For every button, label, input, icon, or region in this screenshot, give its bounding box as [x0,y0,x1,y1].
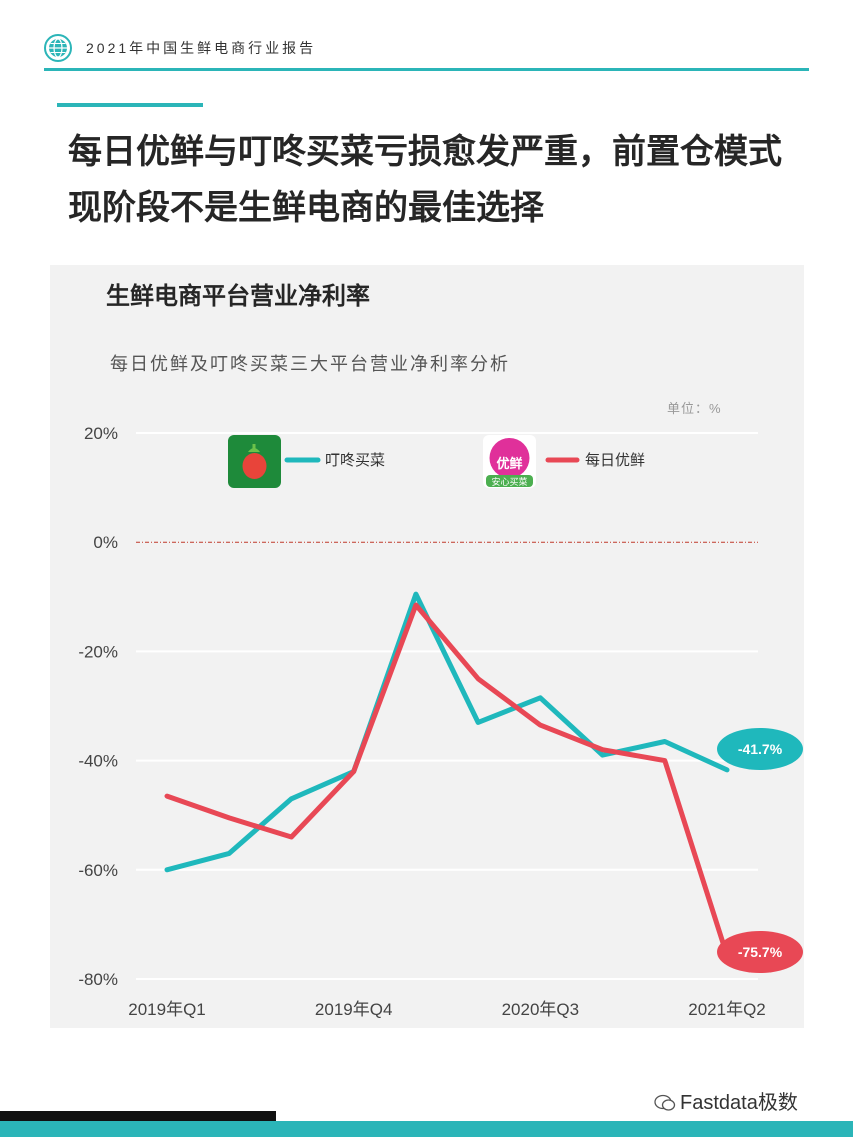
data-point [291,798,292,799]
wechat-icon [654,1094,676,1112]
data-point [664,741,665,742]
footer-teal-bar [0,1121,853,1137]
data-point [602,749,603,750]
series-lines [167,594,728,956]
watermark: Fastdata极数 [654,1086,798,1115]
end-label: -75.7% [738,944,783,960]
legend: 叮咚买菜 优鲜 安心买菜 每日优鲜 [228,435,645,488]
legend-label-dingdong: 叮咚买菜 [325,452,385,469]
y-tick-label: 0% [93,533,118,552]
data-point [229,817,230,818]
data-point [540,725,541,726]
y-tick-label: -60% [78,861,118,880]
data-point [664,760,665,761]
data-point [415,594,416,595]
y-tick-label: -80% [78,970,118,989]
end-label: -41.7% [738,741,783,757]
data-point [167,796,168,797]
grid-lines [136,433,758,979]
x-tick-label: 2019年Q1 [128,1000,206,1019]
series-line-0 [167,594,727,870]
watermark-text: Fastdata极数 [680,1092,798,1114]
end-labels: -41.7% -75.7% [717,728,803,973]
y-tick-label: 20% [84,424,118,443]
missfresh-app-icon: 优鲜 安心买菜 [483,435,536,488]
data-point [727,769,728,770]
data-point [167,869,168,870]
svg-text:优鲜: 优鲜 [496,456,522,471]
data-point [353,771,354,772]
data-point [478,678,479,679]
data-point [229,853,230,854]
data-point [478,722,479,723]
y-tick-label: -40% [78,752,118,771]
legend-label-missfresh: 每日优鲜 [585,452,645,469]
dingdong-app-icon [228,435,281,488]
data-point [540,697,541,698]
x-tick-label: 2019年Q4 [315,1000,393,1019]
x-tick-label: 2021年Q2 [688,1000,766,1019]
data-point [415,604,416,605]
x-axis-ticks: 2019年Q1 2019年Q4 2020年Q3 2021年Q2 [128,1000,766,1019]
y-axis-ticks: 20% 0% -20% -40% -60% -80% [78,424,118,989]
data-point [602,755,603,756]
data-point [291,837,292,838]
svg-text:安心买菜: 安心买菜 [491,476,527,487]
y-tick-label: -20% [78,642,118,661]
x-tick-label: 2020年Q3 [502,1000,580,1019]
footer-dark-bar [0,1111,276,1121]
